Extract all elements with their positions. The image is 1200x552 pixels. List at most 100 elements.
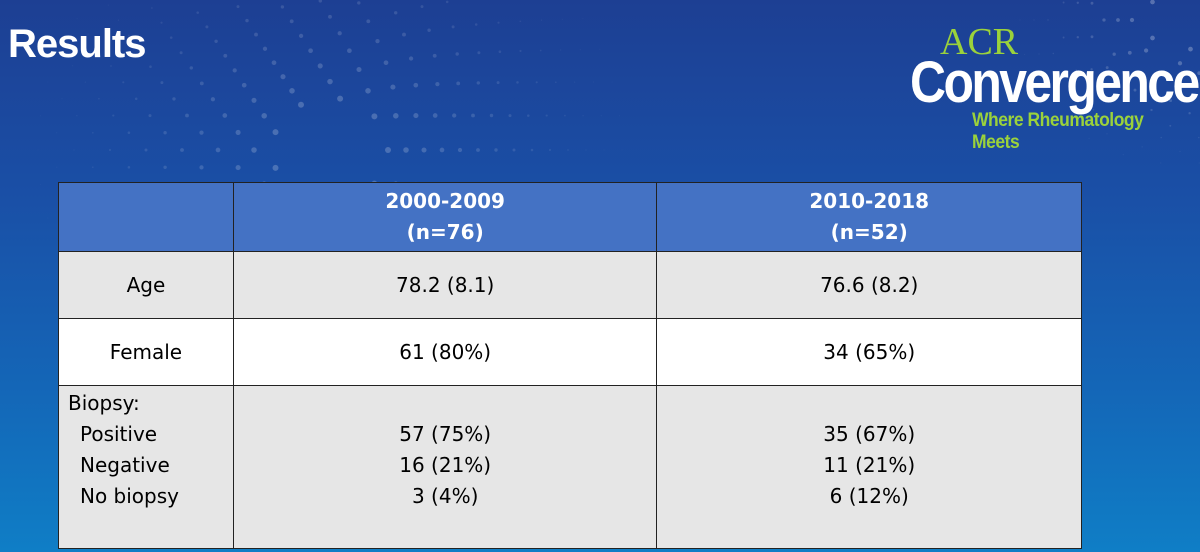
slide-title: Results [8, 22, 146, 66]
background-dot [91, 131, 94, 134]
background-dot [471, 113, 475, 118]
background-dot [582, 18, 583, 19]
background-dot [474, 23, 478, 26]
background-dot [215, 147, 221, 153]
biopsy-value: 11 (21%) [823, 453, 916, 477]
background-dot [516, 81, 519, 84]
background-dot [280, 74, 286, 80]
background-dot [366, 19, 371, 24]
background-dot [199, 165, 204, 170]
background-dot [445, 0, 449, 4]
background-dot [527, 114, 530, 117]
background-dot [210, 97, 216, 102]
background-dot [76, 115, 78, 117]
background-dot [40, 115, 41, 116]
background-dot [254, 32, 258, 37]
background-dot [489, 113, 494, 118]
background-dot [272, 164, 279, 171]
background-dot [318, 0, 323, 3]
cell-age-2000-2009: 78.2 (8.1) [232, 251, 658, 319]
background-dot [289, 19, 294, 24]
row-label-female: Female [58, 318, 234, 386]
background-dot [163, 165, 167, 170]
background-dot [519, 20, 522, 23]
background-dot [308, 48, 313, 54]
background-dot [112, 114, 115, 117]
background-dot [1160, 162, 1162, 164]
background-dot [567, 149, 569, 151]
background-dot [108, 148, 112, 152]
background-dot [619, 115, 620, 116]
background-dot [564, 114, 566, 117]
background-dot [163, 130, 167, 135]
background-dot [535, 81, 538, 84]
background-dot [383, 60, 389, 66]
background-dot [261, 113, 267, 119]
background-dot [272, 129, 279, 136]
background-dot [476, 148, 480, 152]
background-dot [172, 97, 176, 101]
logo-convergence-text: Convergence [910, 50, 1200, 115]
background-dot [1122, 154, 1124, 156]
background-dot [280, 5, 285, 9]
background-dot [107, 4, 109, 6]
background-dot [1150, 0, 1155, 5]
background-dot [98, 97, 100, 100]
background-dot [40, 184, 41, 185]
background-dot [508, 114, 512, 118]
header-n: (n=76) [406, 220, 484, 244]
header-period: 2000-2009 [385, 189, 505, 213]
background-dot [241, 82, 247, 88]
background-dot [375, 38, 380, 44]
background-dot [151, 7, 153, 9]
background-dot [497, 21, 500, 24]
background-dot [1179, 150, 1181, 152]
background-dot [199, 81, 204, 86]
background-dot [456, 81, 461, 86]
background-dot [457, 147, 463, 153]
background-dot [477, 51, 481, 55]
background-dot [347, 48, 352, 54]
logo-tagline: Where Rheumatology Meets [972, 110, 1144, 153]
background-dot [144, 148, 148, 152]
background-dot [452, 113, 457, 118]
biopsy-value: 6 (12%) [829, 484, 909, 508]
background-dot [222, 113, 228, 118]
background-dot [432, 53, 437, 58]
background-dot [235, 129, 241, 135]
background-dot [496, 81, 500, 85]
background-dot [134, 97, 138, 101]
background-dot [169, 36, 173, 39]
background-dot [328, 14, 332, 19]
header-n: (n=52) [830, 220, 908, 244]
background-dot [73, 149, 75, 151]
background-dot [540, 19, 543, 21]
background-dot [451, 25, 455, 29]
background-dot [365, 88, 371, 94]
background-dot [235, 165, 241, 171]
table-header-row: 2000-2009 (n=76) 2010-2018 (n=52) [58, 182, 1082, 252]
background-dot [289, 88, 295, 94]
row-label-age: Age [58, 251, 234, 319]
background-dot [236, 5, 240, 9]
biopsy-sub-label: No biopsy [80, 484, 179, 508]
background-dot [189, 66, 194, 70]
background-dot [1090, 1, 1094, 5]
background-dot [413, 82, 419, 88]
background-dot [91, 166, 94, 169]
background-dot [298, 33, 304, 39]
background-dot [185, 113, 189, 118]
background-dot [573, 81, 576, 83]
background-dot [1019, 19, 1021, 21]
biopsy-heading: Biopsy: [68, 391, 140, 415]
results-table: 2000-2009 (n=76) 2010-2018 (n=52) Age 78… [58, 182, 1082, 549]
background-dot [455, 52, 459, 56]
cell-biopsy-2010-2018: 35 (67%) 11 (21%) 6 (12%) [656, 385, 1082, 549]
background-dot [251, 97, 257, 103]
background-dot [232, 68, 237, 73]
background-dot [37, 149, 38, 150]
background-dot [476, 81, 481, 85]
background-dot [205, 25, 209, 29]
table-row-female: Female 61 (80%) 34 (65%) [58, 318, 1082, 386]
background-dot [262, 46, 268, 51]
